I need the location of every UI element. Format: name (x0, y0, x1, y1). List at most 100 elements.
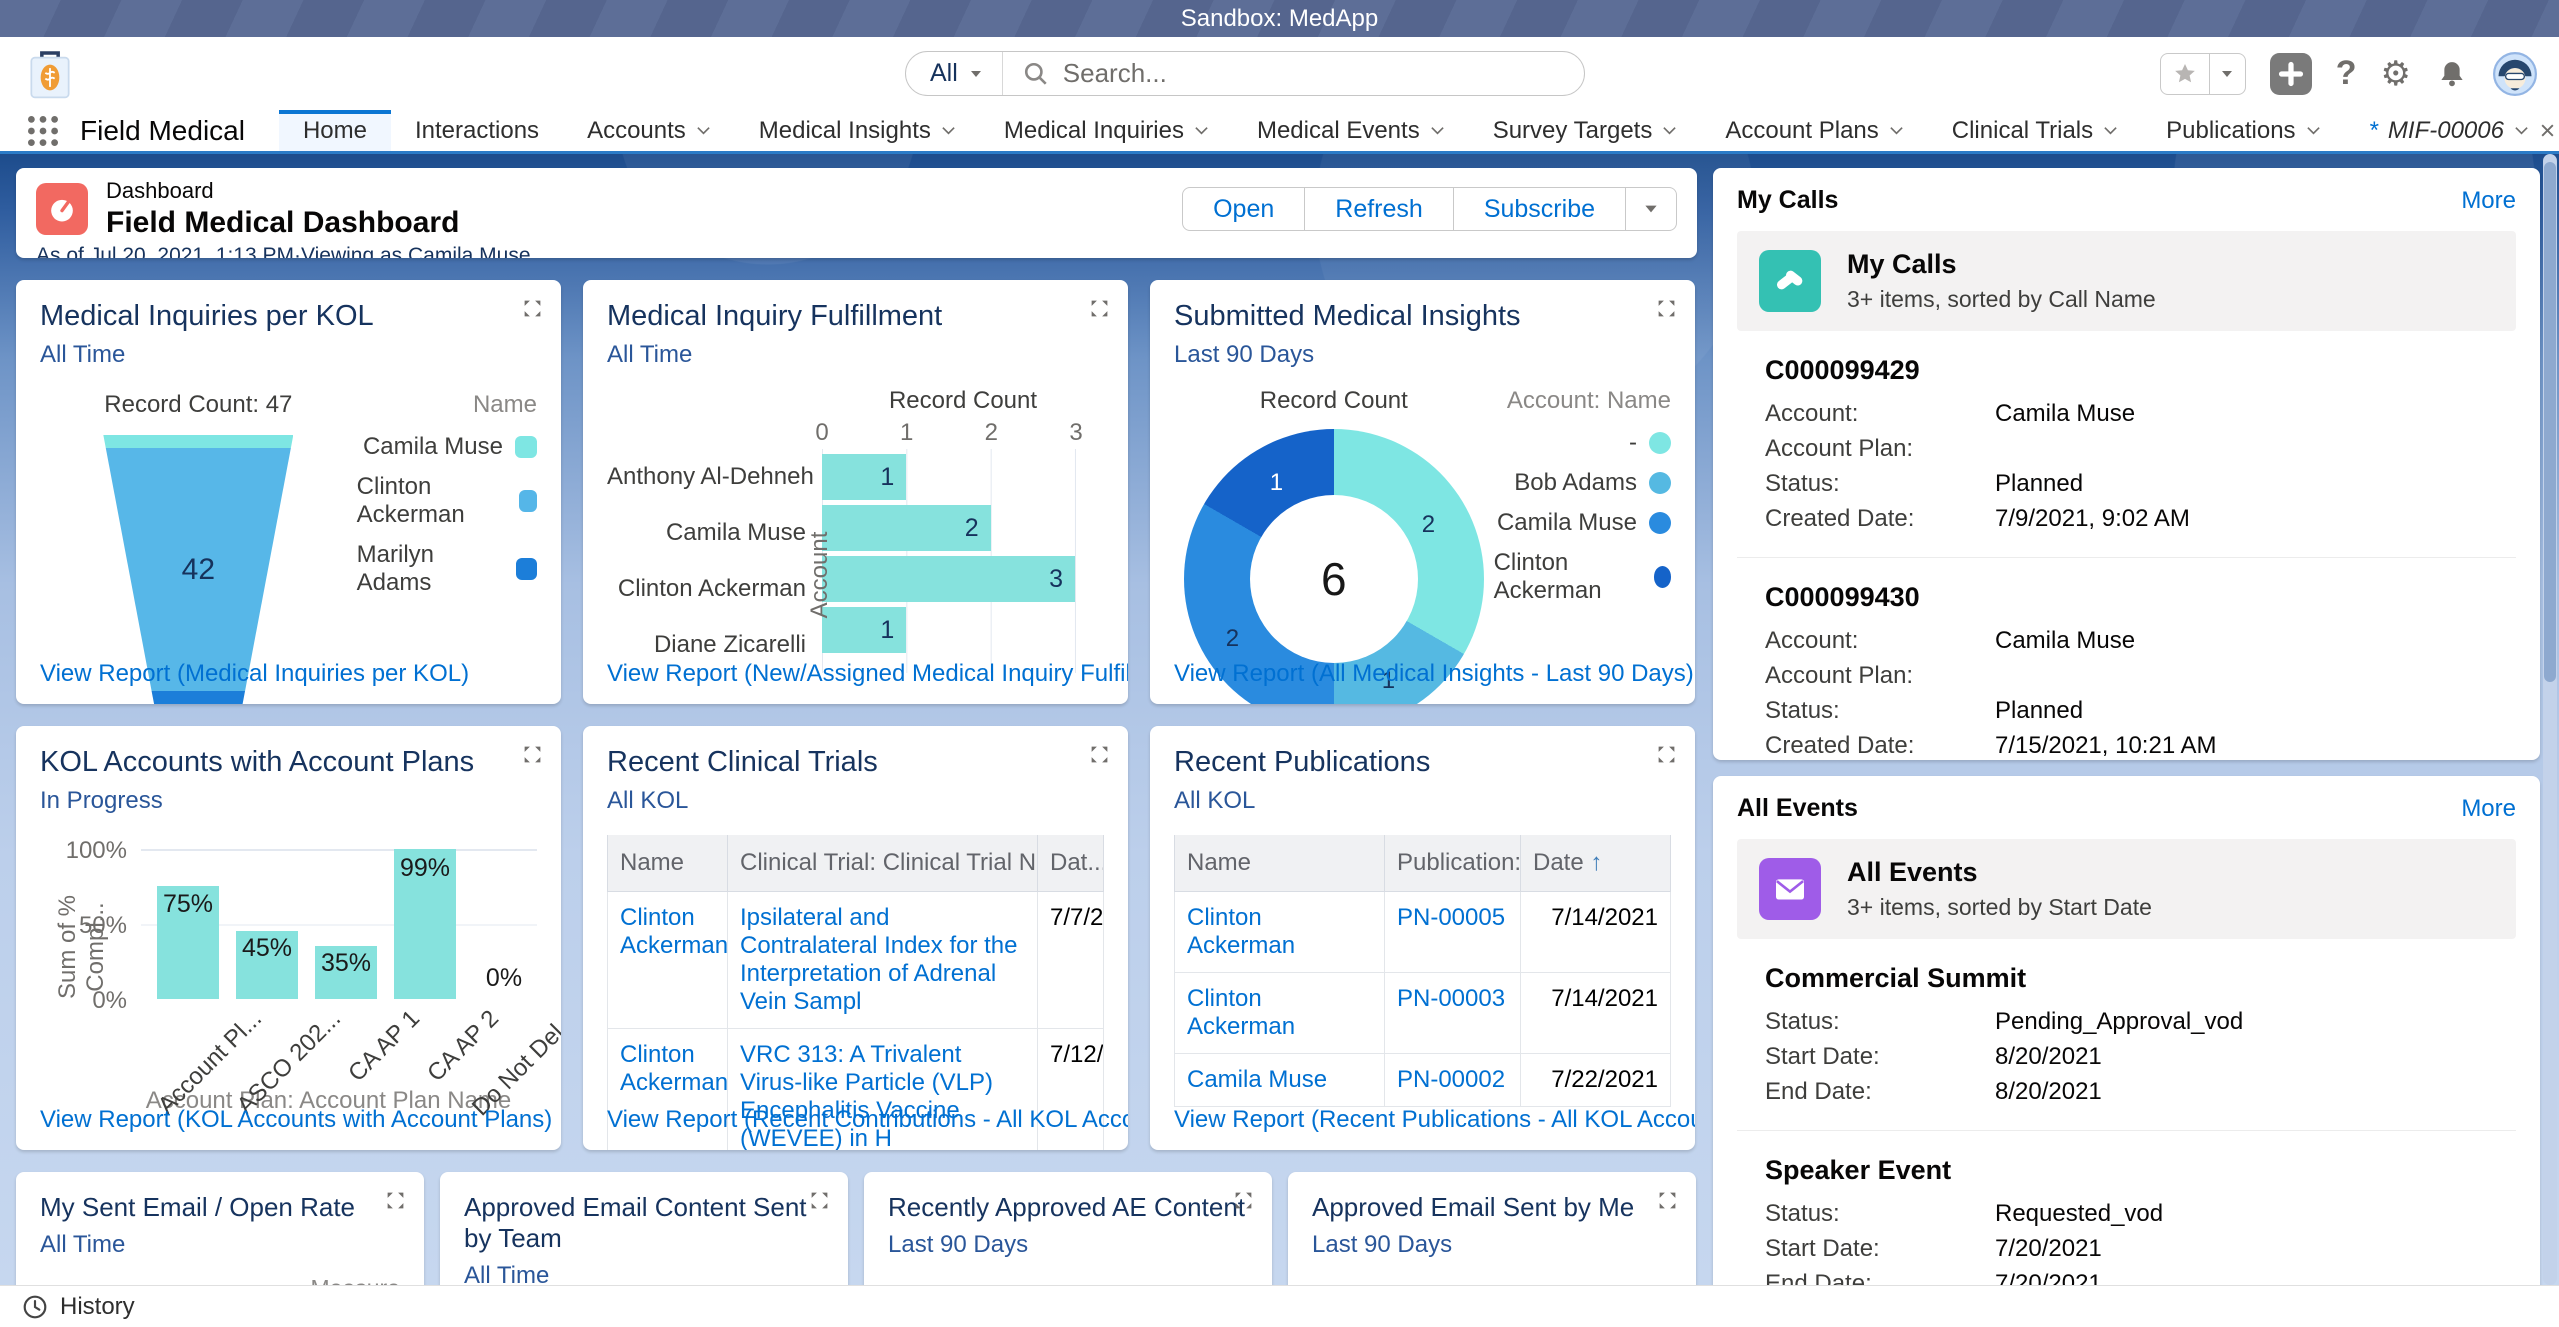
chevron-down-icon[interactable] (2103, 123, 2118, 138)
legend-swatch (515, 436, 537, 458)
expand-icon[interactable] (522, 298, 543, 319)
expand-icon[interactable] (1089, 298, 1110, 319)
tab-account-plans[interactable]: Account Plans (1701, 110, 1927, 151)
dashboard-row-1: Medical Inquiries per KOL All Time Recor… (16, 280, 1697, 704)
expand-icon[interactable] (1657, 1190, 1678, 1211)
view-report-link[interactable]: View Report (Recent Publications - All K… (1174, 1106, 1695, 1134)
tab-home[interactable]: Home (279, 110, 391, 151)
panel-title: My Calls (1737, 186, 1838, 215)
more-link[interactable]: More (2461, 187, 2516, 215)
view-report-link[interactable]: View Report (Medical Inquiries per KOL) (40, 660, 469, 688)
y-axis-title: Account (806, 515, 834, 635)
setup-gear-icon[interactable]: ⚙ (2381, 54, 2411, 94)
publication-link[interactable]: PN-00005 (1385, 892, 1521, 973)
slice-value: 2 (1422, 511, 1435, 539)
user-avatar[interactable] (2493, 52, 2537, 96)
more-actions-dropdown[interactable] (1626, 187, 1677, 231)
publication-link[interactable]: PN-00003 (1385, 973, 1521, 1054)
tab-survey-targets[interactable]: Survey Targets (1469, 110, 1702, 151)
table-header-row: Name Clinical Trial: Clinical Trial Name… (608, 835, 1104, 892)
favorites-dropdown-icon[interactable] (2210, 53, 2246, 95)
search-icon (1023, 61, 1049, 87)
search-scope-selector[interactable]: All (906, 52, 1003, 95)
account-link[interactable]: Clinton Ackerman (1175, 973, 1385, 1054)
chevron-down-icon[interactable] (2306, 123, 2321, 138)
call-name-link[interactable]: C000099430 (1765, 582, 2516, 613)
legend-swatch (1649, 472, 1671, 494)
events-envelope-icon (1759, 858, 1821, 920)
notifications-bell-icon[interactable] (2435, 57, 2469, 91)
tab-publications[interactable]: Publications (2142, 110, 2344, 151)
widget-submitted-medical-insights: Submitted Medical Insights Last 90 Days … (1150, 280, 1695, 704)
tab-medical-inquiries[interactable]: Medical Inquiries (980, 110, 1233, 151)
help-icon[interactable]: ? (2336, 54, 2357, 93)
expand-icon[interactable] (809, 1190, 830, 1211)
expand-icon[interactable] (1656, 298, 1677, 319)
scrollbar-thumb[interactable] (2544, 162, 2556, 682)
legend-title: Name (473, 391, 537, 419)
publication-link[interactable]: PN-00002 (1385, 1054, 1521, 1107)
widget-approved-email-content-sent-by-team: Approved Email Content Sent by Team All … (440, 1172, 848, 1285)
clinical-trials-table: Name Clinical Trial: Clinical Trial Name… (607, 835, 1104, 1150)
list-view-banner[interactable]: All Events 3+ items, sorted by Start Dat… (1737, 839, 2516, 939)
view-report-link[interactable]: View Report (Recent Contributions - All … (607, 1106, 1128, 1134)
tab-mif-00006-temporary[interactable]: * MIF-00006 (2345, 110, 2559, 151)
app-launcher-waffle-icon[interactable] (24, 112, 62, 150)
list-view-banner[interactable]: My Calls 3+ items, sorted by Call Name (1737, 231, 2516, 331)
expand-icon[interactable] (1233, 1190, 1254, 1211)
refresh-button[interactable]: Refresh (1305, 187, 1454, 231)
expand-icon[interactable] (385, 1190, 406, 1211)
chevron-down-icon[interactable] (1662, 123, 1677, 138)
global-header: All ? ⚙ (0, 37, 2559, 110)
account-link[interactable]: Clinton Ackerman (1175, 892, 1385, 973)
dashboard-main-column: Dashboard Field Medical Dashboard Open R… (16, 168, 1697, 1285)
expand-icon[interactable] (1089, 744, 1110, 765)
date-cell: 7/7/20 (1038, 892, 1104, 1029)
tab-interactions[interactable]: Interactions (391, 110, 563, 151)
call-name-link[interactable]: C000099429 (1765, 355, 2516, 386)
category-labels: Anthony Al-Dehneh Camila Muse Clinton Ac… (607, 449, 822, 673)
account-link[interactable]: Camila Muse (1175, 1054, 1385, 1107)
widget-title: Submitted Medical Insights (1174, 300, 1671, 333)
table-row: Camila Muse PN-00002 7/22/2021 (1175, 1054, 1671, 1107)
chevron-down-icon[interactable] (2514, 123, 2529, 138)
y-axis-ticks: 100% 50% 0% (71, 849, 141, 999)
view-report-link[interactable]: View Report (New/Assigned Medical Inquir… (607, 660, 1128, 688)
expand-icon[interactable] (522, 744, 543, 765)
widget-medical-inquiry-fulfillment: Medical Inquiry Fulfillment All Time Rec… (583, 280, 1128, 704)
chevron-down-icon[interactable] (941, 123, 956, 138)
legend-swatch (1654, 566, 1671, 588)
tab-medical-insights[interactable]: Medical Insights (735, 110, 980, 151)
chevron-down-icon (968, 66, 984, 82)
tab-accounts[interactable]: Accounts (563, 110, 735, 151)
expand-icon[interactable] (1656, 744, 1677, 765)
list-view-title: All Events (1847, 857, 2152, 888)
widget-title: Medical Inquiry Fulfillment (607, 300, 1104, 333)
legend-item: Bob Adams (1514, 469, 1671, 497)
search-input[interactable] (1063, 58, 1584, 89)
close-tab-icon[interactable] (2539, 122, 2556, 139)
tab-medical-events[interactable]: Medical Events (1233, 110, 1469, 151)
more-link[interactable]: More (2461, 795, 2516, 823)
tab-clinical-trials[interactable]: Clinical Trials (1928, 110, 2142, 151)
chevron-down-icon[interactable] (1430, 123, 1445, 138)
account-link[interactable]: Clinton Ackerman (608, 892, 728, 1029)
view-report-link[interactable]: View Report (All Medical Insights - Last… (1174, 660, 1694, 688)
favorites-star-icon[interactable] (2160, 53, 2210, 95)
event-name-link[interactable]: Commercial Summit (1765, 963, 2516, 994)
view-report-link[interactable]: View Report (KOL Accounts with Account P… (40, 1106, 552, 1134)
widget-title: My Sent Email / Open Rate (40, 1192, 400, 1223)
chevron-down-icon[interactable] (696, 123, 711, 138)
page-scrollbar[interactable] (2543, 154, 2557, 1285)
event-name-link[interactable]: Speaker Event (1765, 1155, 2516, 1186)
subscribe-button[interactable]: Subscribe (1454, 187, 1626, 231)
chevron-down-icon[interactable] (1194, 123, 1209, 138)
widget-filter: All Time (40, 1231, 400, 1259)
trial-link[interactable]: Ipsilateral and Contralateral Index for … (728, 892, 1038, 1029)
legend-swatch (516, 558, 537, 580)
utility-bar: History (0, 1285, 2559, 1327)
chevron-down-icon[interactable] (1889, 123, 1904, 138)
history-utility-label[interactable]: History (60, 1293, 135, 1321)
open-button[interactable]: Open (1182, 187, 1305, 231)
global-actions-plus-icon[interactable] (2270, 53, 2312, 95)
